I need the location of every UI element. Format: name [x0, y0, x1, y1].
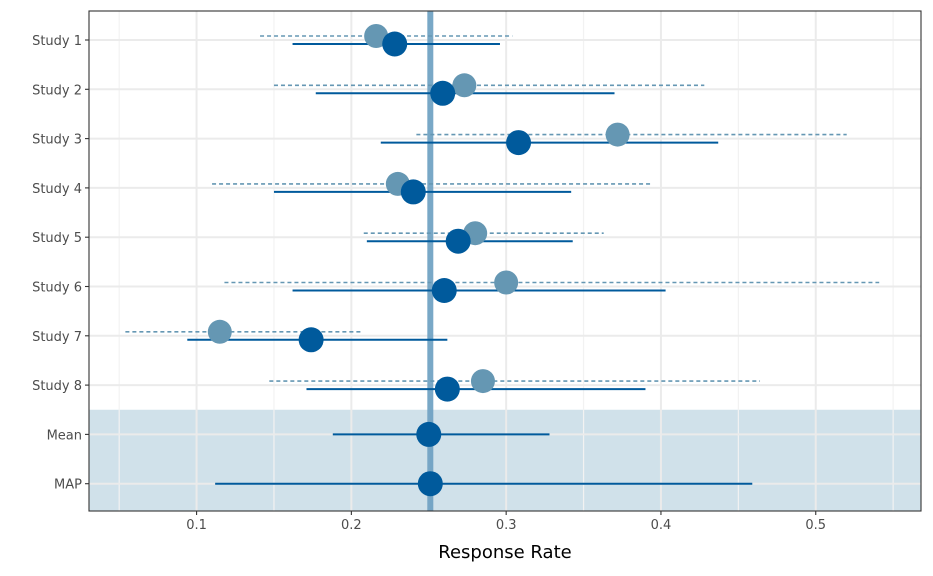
y-tick-label: Mean: [47, 428, 82, 443]
shrunken-point: [506, 130, 532, 156]
summary-point: [416, 421, 442, 447]
observed-point: [470, 369, 495, 394]
y-tick-label: Study 7: [32, 330, 82, 345]
y-tick-label: MAP: [54, 478, 82, 493]
x-axis: 0.1 0.2 0.3 0.4 0.5: [186, 511, 826, 533]
observed-point: [494, 270, 519, 295]
x-tick-label: 0.4: [651, 518, 672, 533]
x-axis-title: Response Rate: [438, 542, 571, 563]
summary-shading-layer: [89, 409, 921, 511]
shrunken-point: [400, 179, 426, 205]
observed-point: [605, 122, 630, 147]
observed-point: [452, 73, 477, 98]
y-tick-label: Study 4: [32, 182, 82, 197]
y-axis: Study 1 Study 2 Study 3 Study 4 Study 5 Study…: [32, 34, 89, 493]
shrunken-point: [434, 376, 460, 402]
panel-border: [88, 10, 922, 512]
y-tick-label: Study 8: [32, 379, 82, 394]
shrunken-point: [382, 31, 408, 57]
summary-point: [417, 471, 443, 497]
data-marks: [125, 24, 880, 497]
observed-point: [207, 319, 232, 344]
x-tick-label: 0.5: [805, 518, 826, 533]
y-tick-label: Study 3: [32, 133, 82, 148]
y-tick-label: Study 6: [32, 281, 82, 296]
summary-region: [89, 409, 921, 511]
observed-point: [364, 24, 389, 48]
shrunken-point: [445, 228, 471, 254]
x-tick-label: 0.2: [341, 518, 362, 533]
shrunken-point: [430, 80, 456, 106]
y-tick-label: Study 5: [32, 231, 82, 246]
y-tick-label: Study 2: [32, 83, 82, 98]
shrunken-point: [298, 327, 324, 353]
y-tick-label: Study 1: [32, 34, 82, 49]
x-tick-label: 0.1: [186, 518, 207, 533]
x-tick-label: 0.3: [496, 518, 517, 533]
shrunken-point: [431, 278, 457, 303]
